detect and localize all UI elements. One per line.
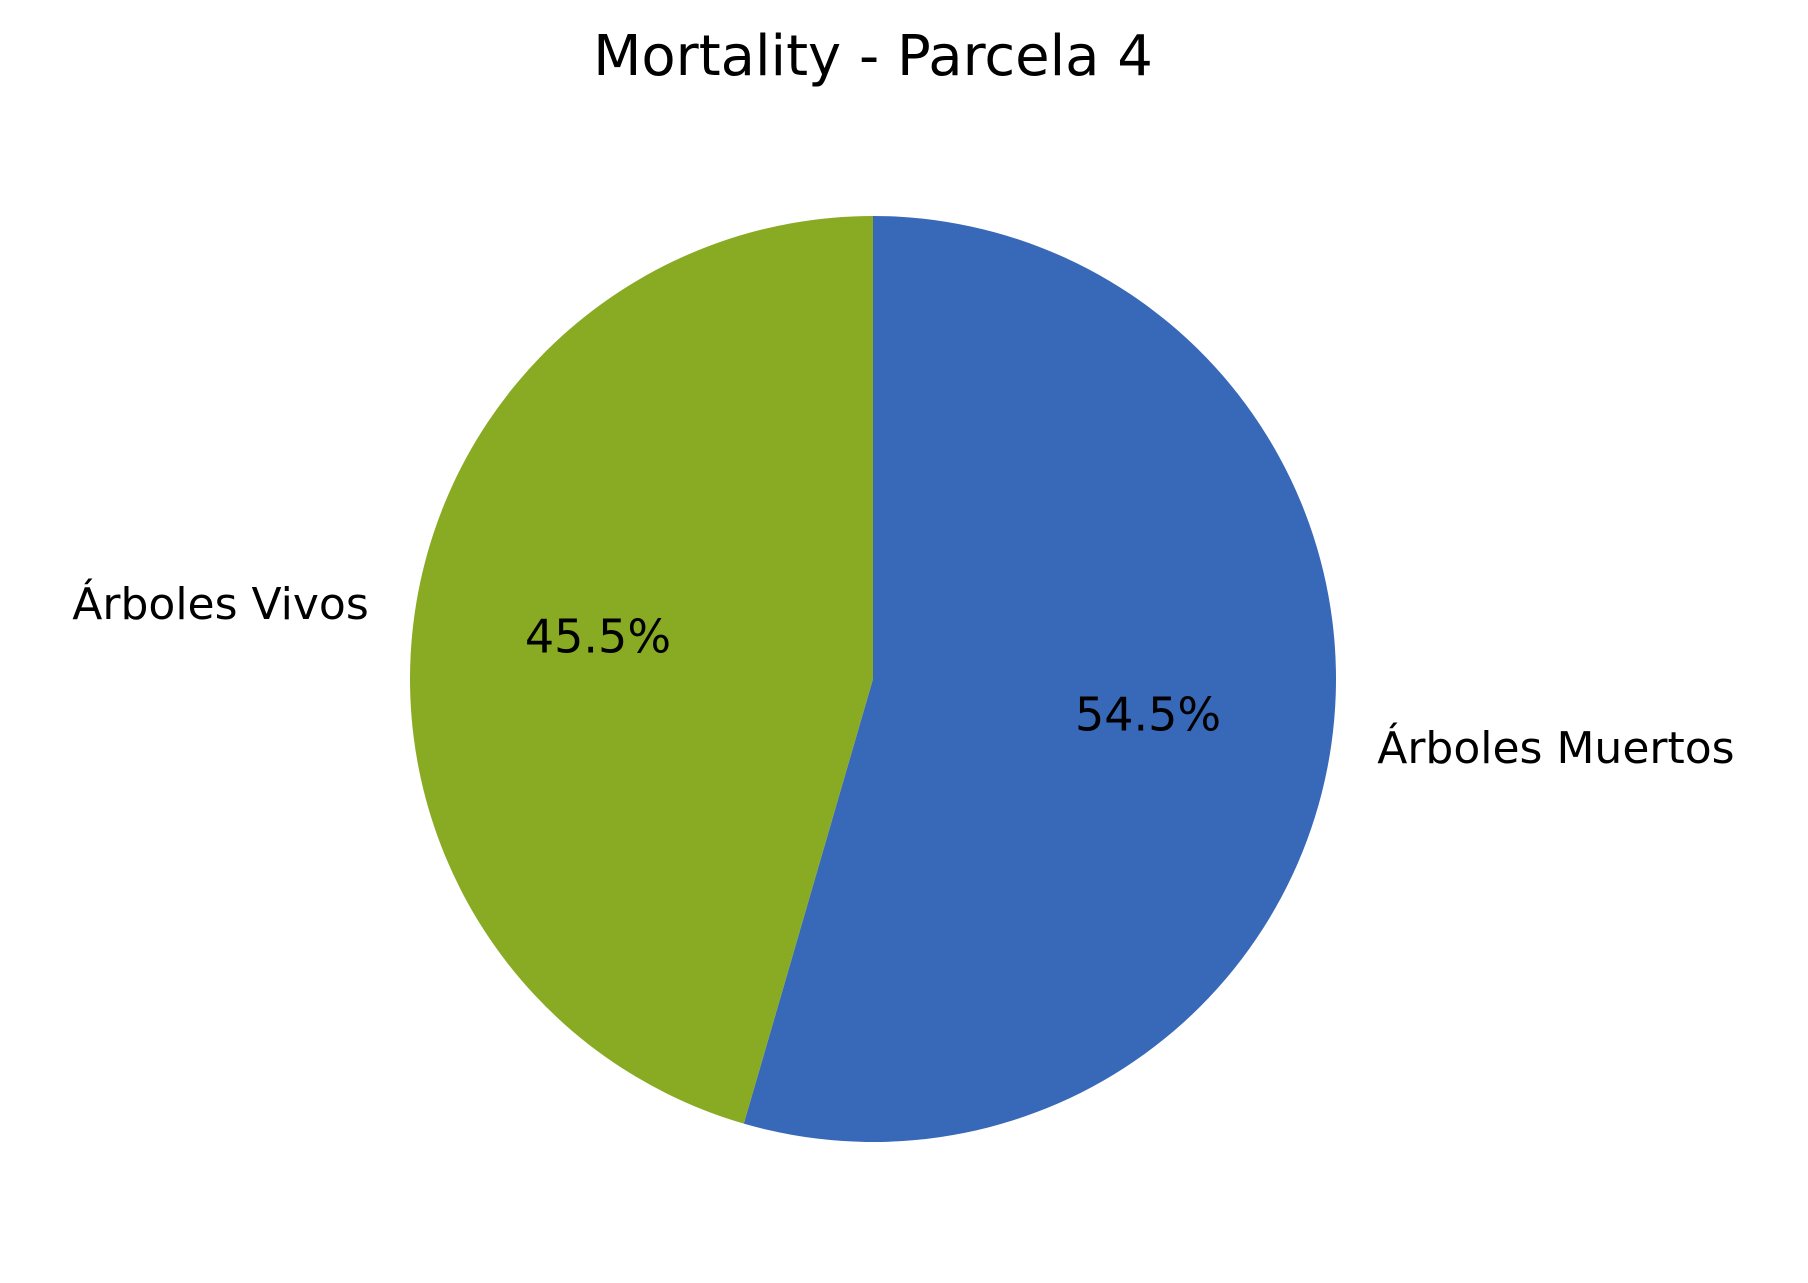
pie-labels: Árboles Muertos 54.5% Árboles Vivos 45.5% (72, 577, 1734, 774)
slice-arboles-vivos (410, 216, 873, 1124)
label-arboles-vivos: Árboles Vivos (72, 577, 368, 630)
slice-arboles-muertos (743, 216, 1337, 1143)
chart-title: Mortality - Parcela 4 (593, 24, 1153, 89)
label-arboles-muertos: Árboles Muertos (1377, 721, 1734, 774)
percent-label-arboles-vivos: 45.5% (525, 609, 671, 663)
pie-slices (410, 216, 1337, 1143)
percent-label-arboles-muertos: 54.5% (1075, 688, 1221, 742)
